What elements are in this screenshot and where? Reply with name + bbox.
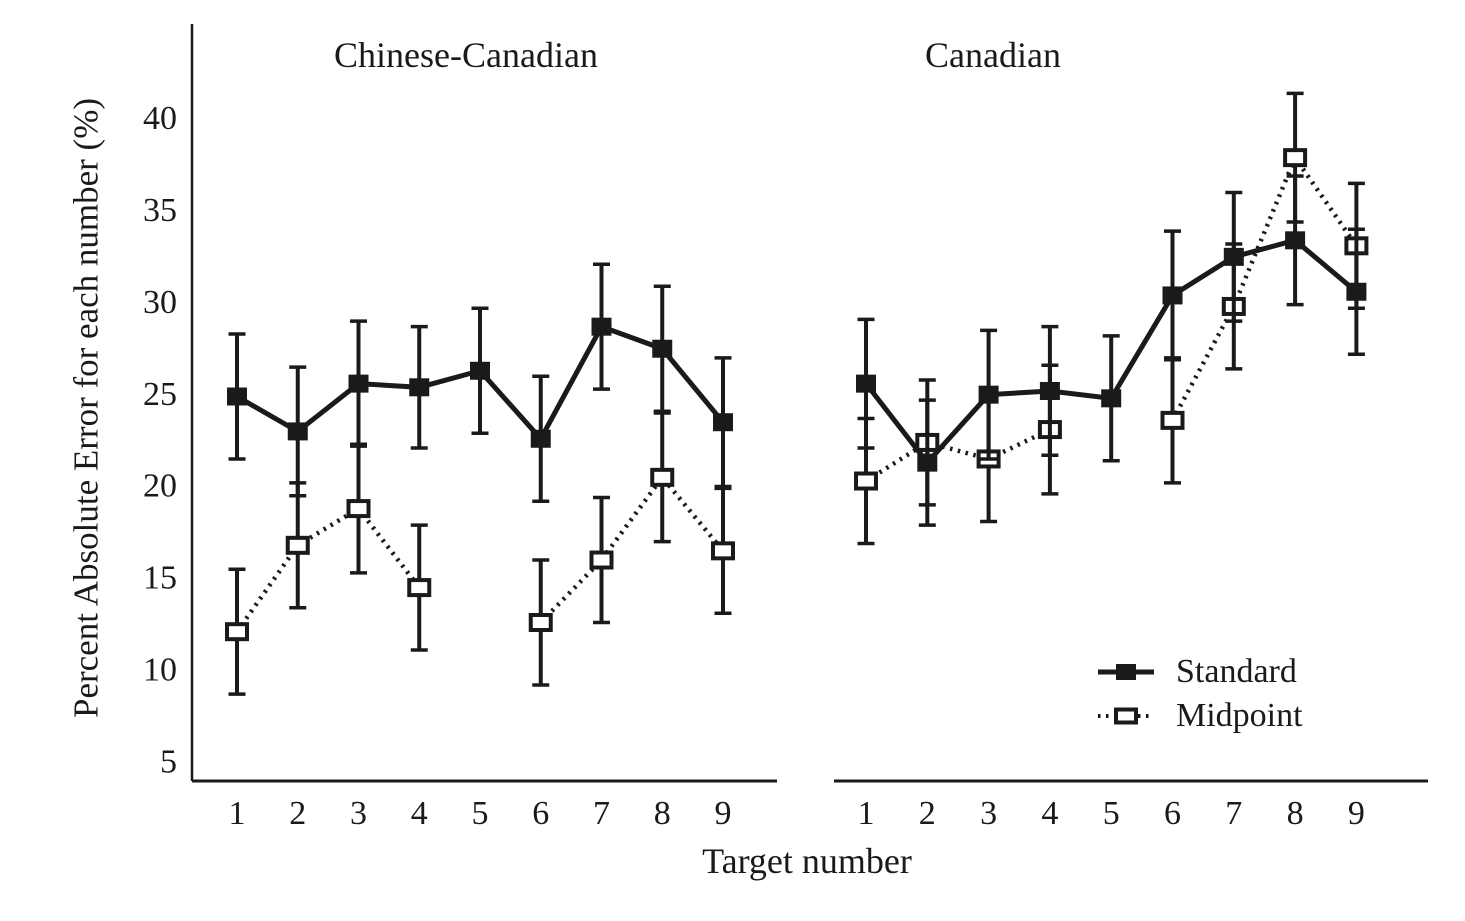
error-bars [228,262,732,503]
x-tick-label: 9 [715,795,732,832]
x-tick-labels: 1 2 3 4 5 6 7 8 9 [858,795,1365,832]
legend-label-midpoint: Midpoint [1176,697,1303,734]
x-tick-label: 6 [1164,795,1181,832]
y-tick-label: 10 [143,651,177,688]
open-square-markers [225,467,735,642]
filled-square-markers [856,231,1367,472]
y-tick-label: 25 [143,376,177,413]
y-tick-label: 30 [143,284,177,321]
x-tick-label: 8 [654,795,671,832]
open-square-icon [1098,707,1154,725]
dotted-line [539,473,725,625]
x-tick-label: 2 [919,795,936,832]
series-midpoint [225,411,735,696]
filled-square-markers [227,317,733,448]
x-tick-label: 4 [1041,795,1058,832]
series-midpoint [854,91,1369,546]
y-tick-label: 20 [143,468,177,505]
dotted-line [235,505,422,633]
x-tick-label: 8 [1287,795,1304,832]
x-tick-label: 3 [350,795,367,832]
error-bars [857,174,1365,527]
x-axis-label: Target number [702,841,912,881]
x-tick-label: 6 [532,795,549,832]
series-standard [856,174,1367,527]
x-tick-label: 9 [1348,795,1365,832]
x-tick-label: 1 [858,795,875,832]
y-tick-labels: 5 10 15 20 25 30 35 40 [143,100,177,780]
y-tick-label: 35 [143,192,177,229]
x-tick-label: 2 [289,795,306,832]
panel-right: 1 2 3 4 5 6 7 8 9 [854,91,1369,832]
panel-title-chinese-canadian: Chinese-Canadian [334,35,598,75]
series-standard [227,262,733,503]
panel-left: 1 2 3 4 5 6 7 8 9 [225,262,735,832]
legend-item-standard: Standard [1097,650,1303,694]
panel-title-canadian: Canadian [925,35,1061,75]
x-tick-label: 7 [1225,795,1242,832]
x-tick-labels: 1 2 3 4 5 6 7 8 9 [229,795,732,832]
legend: Standard Midpoint [1097,650,1303,738]
filled-square-icon [1098,664,1154,680]
dotted-line [864,427,1051,483]
x-tick-label: 3 [980,795,997,832]
y-tick-label: 40 [143,100,177,137]
x-tick-label: 1 [229,795,246,832]
x-tick-label: 4 [411,795,428,832]
x-tick-label: 5 [1103,795,1120,832]
x-tick-label: 5 [472,795,489,832]
y-axis-label: Percent Absolute Error for each number (… [66,97,106,719]
y-tick-label: 5 [160,743,177,780]
y-tick-label: 15 [143,560,177,597]
dotted-line [1170,152,1359,422]
legend-item-midpoint: Midpoint [1097,694,1303,738]
legend-label-standard: Standard [1176,653,1297,690]
x-tick-label: 7 [593,795,610,832]
